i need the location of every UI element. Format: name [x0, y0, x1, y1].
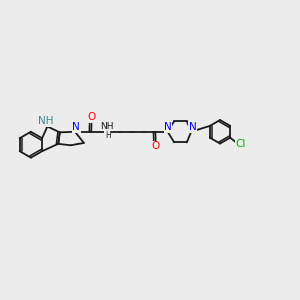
Text: O: O [87, 112, 96, 122]
Text: NH: NH [38, 116, 54, 126]
Text: N: N [72, 122, 80, 132]
Text: O: O [152, 142, 160, 152]
Text: N: N [188, 122, 196, 132]
Text: N: N [164, 122, 172, 132]
Text: NH: NH [100, 122, 113, 131]
Text: H: H [105, 131, 111, 140]
Text: Cl: Cl [236, 139, 246, 149]
